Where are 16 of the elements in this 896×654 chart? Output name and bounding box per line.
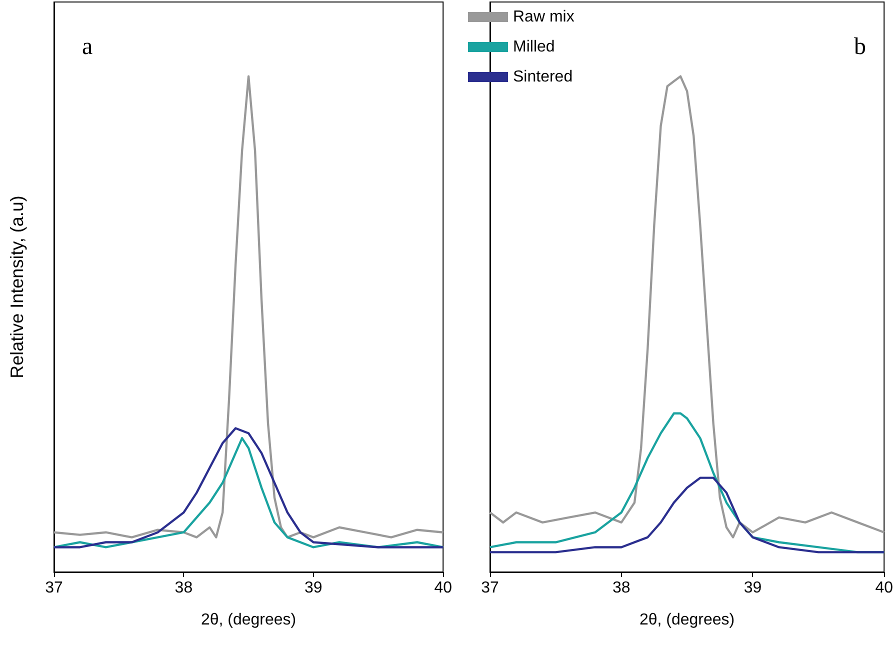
legend-label: Milled [513,38,555,56]
legend-label: Sintered [513,68,573,86]
x-tick-label: 37 [481,580,499,596]
x-tick-label: 39 [304,580,322,596]
text: a [82,34,93,60]
legend-label: Raw mix [513,8,574,26]
x-tick-label: 38 [174,580,193,596]
x-tick-label: 40 [875,580,894,596]
x-tick-label: 40 [434,580,452,596]
y-axis-title: Relative Intensity, (a.u) [7,196,27,378]
text: b [854,34,866,60]
x-tick-label: 37 [45,580,63,596]
x-axis-title: 2θ, (degrees) [200,612,296,628]
x-tick-label: 39 [744,580,762,596]
x-tick-label: 38 [612,580,630,596]
x-axis-title: 2θ, (degrees) [639,612,735,628]
